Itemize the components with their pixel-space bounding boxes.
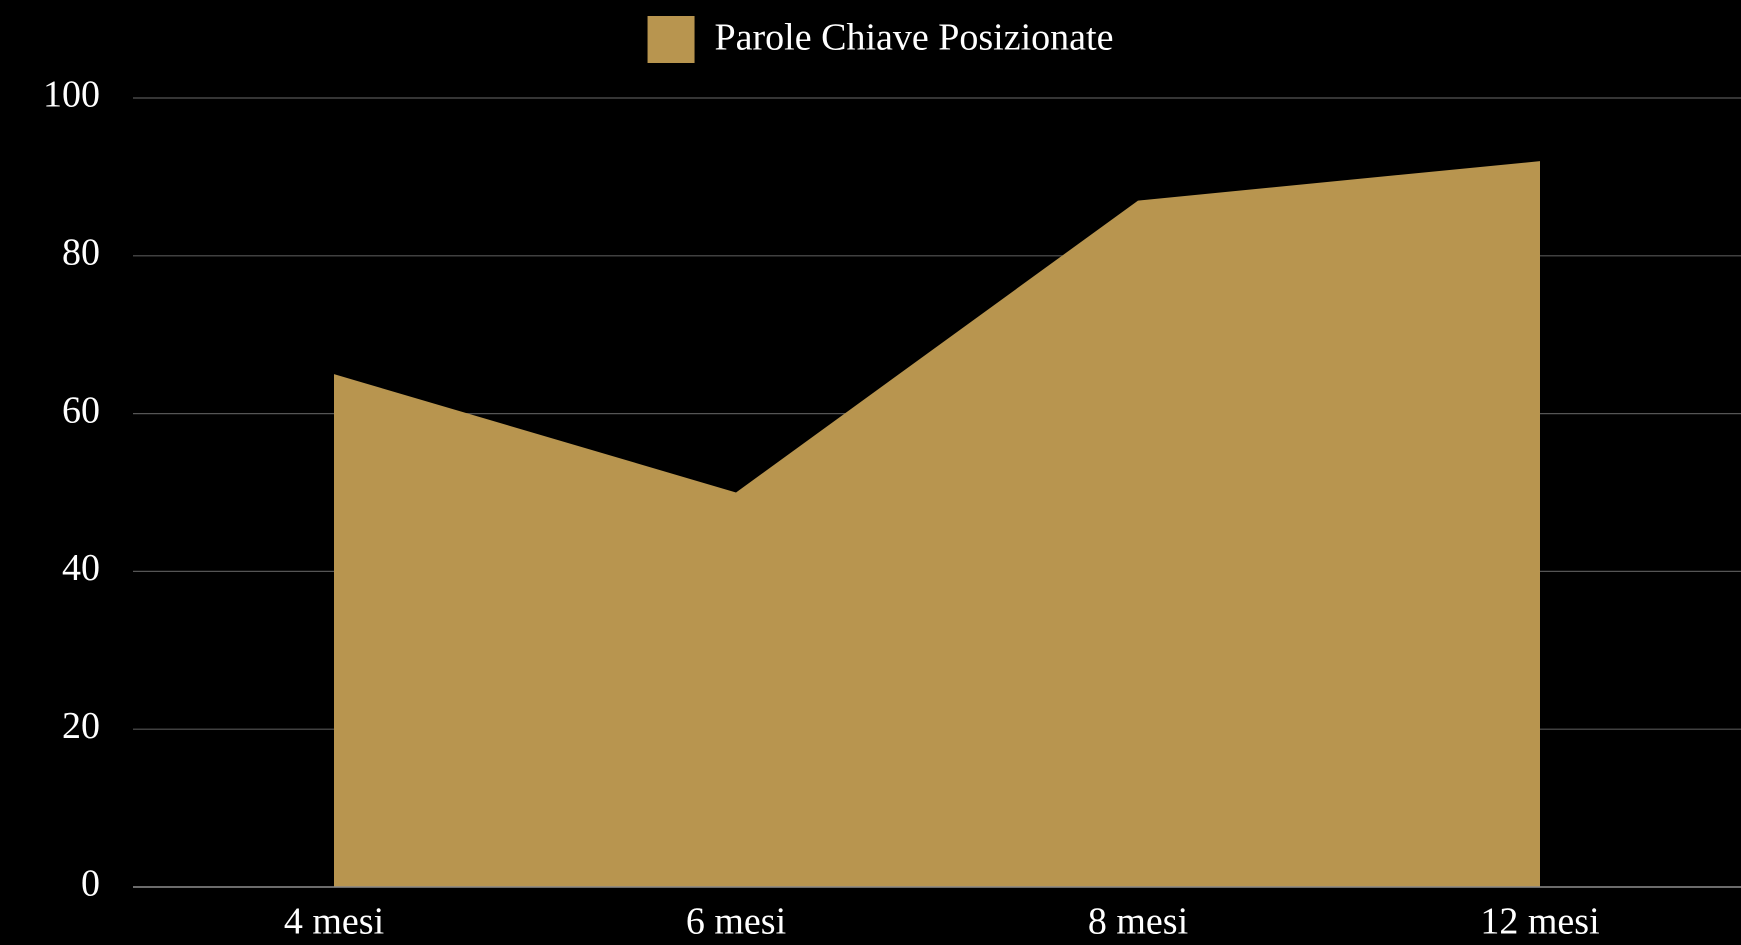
y-tick-label: 100 xyxy=(43,74,100,116)
x-tick-label: 6 mesi xyxy=(686,901,786,943)
y-tick-label: 40 xyxy=(62,547,100,589)
y-tick-label: 80 xyxy=(62,232,100,274)
x-tick-label: 4 mesi xyxy=(284,901,384,943)
y-tick-label: 60 xyxy=(62,389,100,431)
x-tick-label: 8 mesi xyxy=(1088,901,1188,943)
legend-swatch xyxy=(647,16,695,63)
x-tick-label: 12 mesi xyxy=(1480,901,1599,943)
legend: Parole Chiave Posizionate xyxy=(647,16,1114,63)
y-tick-label: 20 xyxy=(62,705,100,747)
legend-label: Parole Chiave Posizionate xyxy=(715,17,1114,59)
y-tick-label: 0 xyxy=(81,863,100,905)
area xyxy=(334,161,1540,887)
